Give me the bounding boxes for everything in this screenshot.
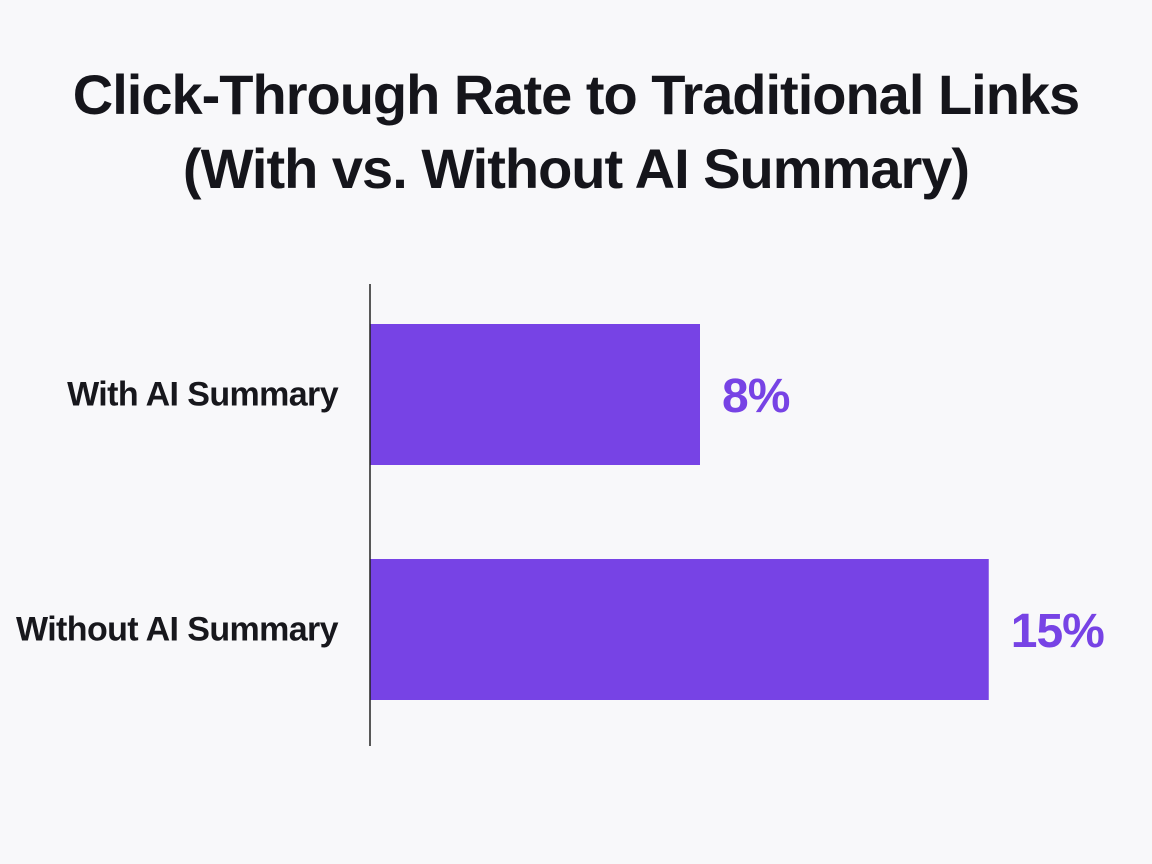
value-label: 8% — [722, 370, 790, 423]
chart-title-line-1: Click-Through Rate to Traditional Links — [72, 63, 1080, 126]
bars-layer: With AI Summary 8% Without AI Summary 15% — [16, 324, 1105, 700]
bar-without-ai-summary — [370, 559, 989, 700]
category-label: With AI Summary — [67, 376, 339, 414]
value-label: 15% — [1011, 605, 1104, 658]
category-label: Without AI Summary — [16, 611, 339, 649]
chart-title-line-2: (With vs. Without AI Summary) — [182, 137, 970, 200]
chart-title: Click-Through Rate to Traditional Links … — [0, 58, 1152, 206]
bar-with-ai-summary — [370, 324, 700, 465]
